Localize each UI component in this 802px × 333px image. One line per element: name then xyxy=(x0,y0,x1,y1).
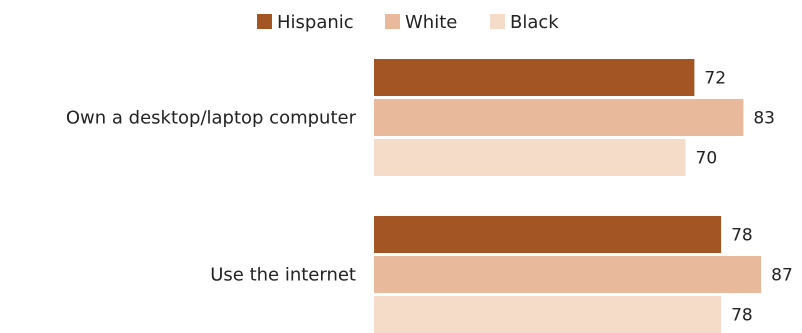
value-label-use-the-internet-hispanic: 78 xyxy=(731,226,753,246)
bar-use-the-internet-black xyxy=(374,296,722,333)
category-labels: Own a desktop/laptop computer Use the int… xyxy=(66,108,357,286)
value-label-use-the-internet-black: 78 xyxy=(731,306,753,326)
value-label-own-a-desktop-laptop-computer-hispanic: 72 xyxy=(704,69,726,89)
legend-swatch-black xyxy=(490,14,505,29)
legend-label-white: White xyxy=(405,12,457,33)
legend-label-hispanic: Hispanic xyxy=(277,12,354,33)
value-label-own-a-desktop-laptop-computer-white: 83 xyxy=(753,109,775,129)
legend-swatch-hispanic xyxy=(257,14,272,29)
bar-use-the-internet-hispanic xyxy=(374,216,722,253)
bar-own-a-desktop-laptop-computer-hispanic xyxy=(374,59,695,96)
bar-own-a-desktop-laptop-computer-black xyxy=(374,139,686,176)
bars xyxy=(374,59,762,333)
value-label-use-the-internet-white: 87 xyxy=(771,266,793,286)
legend: Hispanic White Black xyxy=(257,12,559,33)
category-label-own-a-desktop-laptop-computer: Own a desktop/laptop computer xyxy=(66,108,357,129)
value-label-own-a-desktop-laptop-computer-black: 70 xyxy=(696,149,718,169)
value-labels: 72 83 70 78 87 78 xyxy=(696,69,793,326)
legend-label-black: Black xyxy=(510,12,559,33)
bar-use-the-internet-white xyxy=(374,256,762,293)
bar-own-a-desktop-laptop-computer-white xyxy=(374,99,744,136)
legend-swatch-white xyxy=(385,14,400,29)
category-label-use-the-internet: Use the internet xyxy=(210,265,356,286)
